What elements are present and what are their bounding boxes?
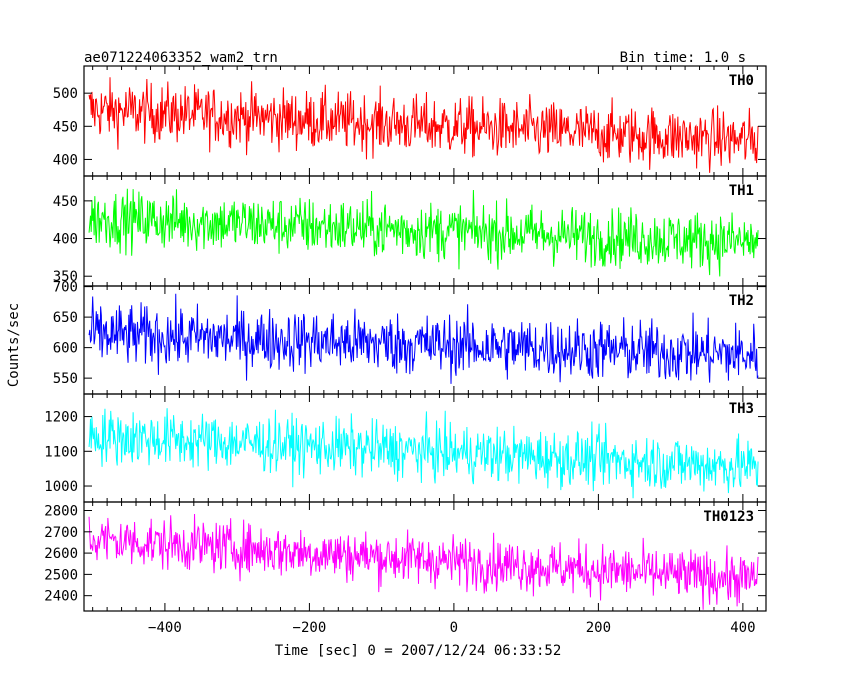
x-tick-label: −200 xyxy=(293,620,327,636)
series-line-th2 xyxy=(88,293,759,384)
x-axis: −400 −200 0 200 400 xyxy=(148,620,755,636)
y-tick-label: 2600 xyxy=(44,546,78,562)
y-tick-label: 350 xyxy=(53,269,78,285)
panel-label: TH0 xyxy=(729,73,754,89)
y-tick-label: 450 xyxy=(53,194,78,210)
x-axis-label: Time [sec] 0 = 2007/12/24 06:33:52 xyxy=(275,643,562,659)
series-line-th0 xyxy=(88,77,759,173)
y-tick-label: 700 xyxy=(53,280,78,296)
panel-th1: 350 400 450 TH1 xyxy=(53,175,767,287)
y-tick-label: 650 xyxy=(53,310,78,326)
panel-label: TH1 xyxy=(729,183,754,199)
panels: 400 450 500 TH0 350 400 450 TH1 550 600 650 700 TH2 1… xyxy=(44,65,767,612)
x-tick-label: 200 xyxy=(586,620,611,636)
y-tick-label: 600 xyxy=(53,341,78,357)
y-tick-label: 1100 xyxy=(44,444,78,460)
series-line-th3 xyxy=(88,408,759,499)
y-tick-label: 2400 xyxy=(44,589,78,605)
x-tick-label: 0 xyxy=(450,620,458,636)
panel-label: TH0123 xyxy=(703,509,754,525)
series-line-th0123 xyxy=(88,513,759,610)
y-tick-label: 450 xyxy=(53,119,78,135)
y-tick-label: 2500 xyxy=(44,567,78,583)
panel-th0123: 2400 2500 2600 2700 2800 TH0123 xyxy=(44,501,767,612)
series-line-th1 xyxy=(88,188,759,277)
y-tick-label: 2800 xyxy=(44,504,78,520)
panel-th2: 550 600 650 700 TH2 xyxy=(53,280,767,395)
chart-title: ae071224063352_wam2_trn xyxy=(84,50,278,66)
y-tick-label: 500 xyxy=(53,86,78,102)
x-tick-label: −400 xyxy=(148,620,182,636)
y-tick-label: 400 xyxy=(53,232,78,248)
panel-th0: 400 450 500 TH0 xyxy=(53,65,767,177)
y-tick-label: 1200 xyxy=(44,410,78,426)
panel-label: TH2 xyxy=(729,293,754,309)
y-tick-label: 550 xyxy=(53,371,78,387)
y-tick-label: 1000 xyxy=(44,479,78,495)
panel-label: TH3 xyxy=(729,401,754,417)
y-tick-label: 2700 xyxy=(44,525,78,541)
y-axis-label: Counts/sec xyxy=(6,303,22,387)
y-tick-label: 400 xyxy=(53,152,78,168)
panel-th3: 1000 1100 1200 TH3 xyxy=(44,393,767,503)
bin-time-label: Bin time: 1.0 s xyxy=(620,50,746,66)
x-tick-label: 400 xyxy=(730,620,755,636)
